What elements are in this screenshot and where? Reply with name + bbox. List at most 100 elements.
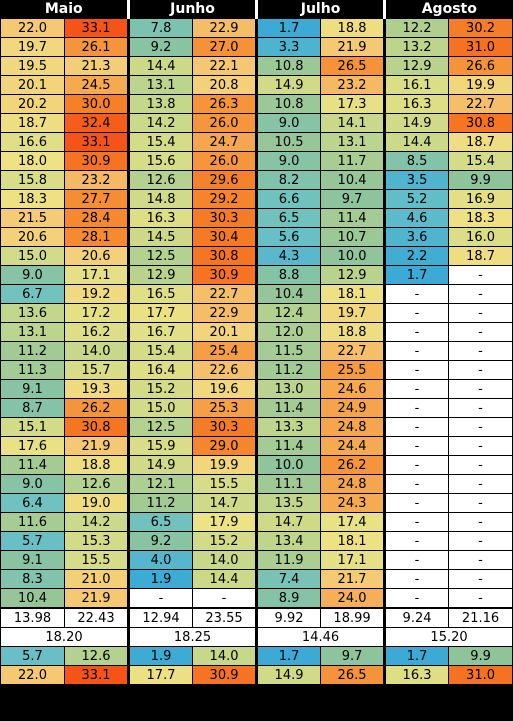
maximum-row: 22.0 33.1 17.7 30.9 14.9 26.5 16.3 31.0 [0,665,513,685]
temperature-cell: 11.2 [256,360,322,380]
temperature-cell: 13.2 [384,37,450,57]
temperature-cell: 14.4 [192,569,259,589]
temperature-cell: 6.5 [256,208,322,228]
temperature-cell: 15.4 [448,151,513,171]
temperature-cell: 6.5 [128,512,194,532]
temperature-cell: 26.3 [192,94,259,114]
temperature-cell: 14.9 [128,455,194,475]
temperature-cell: 9.0 [256,113,322,133]
temperature-cell: 9.1 [0,550,65,570]
temperature-cell: 21.9 [320,37,387,57]
table-row: 20.6 28.1 14.5 30.4 5.6 10.7 3.6 16.0 [0,227,513,247]
temperature-cell: 22.7 [192,284,259,304]
temperature-cell: 26.5 [320,56,387,76]
temperature-cell: - [384,417,450,437]
temperature-cell: 18.3 [0,189,65,209]
minimum-cell: 9.7 [320,646,387,666]
temperature-cell: 13.3 [256,417,322,437]
temperature-cell: 12.1 [128,474,194,494]
temperature-cell: - [448,436,513,456]
temperature-cell: 30.3 [192,417,259,437]
temperature-cell: 26.0 [192,113,259,133]
temperature-cell: 22.7 [320,341,387,361]
temperature-cell: 20.8 [192,75,259,95]
minimum-cell: 1.9 [128,646,194,666]
temperature-cell: - [448,455,513,475]
table-row: 15.8 23.2 12.6 29.6 8.2 10.4 3.5 9.9 [0,170,513,190]
temperature-cell: 12.4 [256,303,322,323]
temperature-cell: 6.6 [256,189,322,209]
month-header: Maio [0,0,131,19]
temperature-cell: 20.6 [0,227,65,247]
maximum-cell: 17.7 [128,665,194,685]
temperature-cell: 2.2 [384,246,450,266]
temperature-cell: 10.4 [320,170,387,190]
temperature-cell: 8.8 [256,265,322,285]
temperature-cell: 22.9 [192,18,259,38]
temperature-cell: 11.4 [0,455,65,475]
temperature-cell: 24.4 [320,436,387,456]
temperature-cell: 30.8 [192,246,259,266]
temperature-cell: 1.7 [256,18,322,38]
temperature-cell: 30.2 [448,18,513,38]
temperature-cell: 26.0 [192,151,259,171]
maximum-cell: 31.0 [448,665,513,685]
temperature-cell: - [384,284,450,304]
temperature-cell: - [384,512,450,532]
temperature-cell: - [384,474,450,494]
temperature-cell: 19.7 [0,37,65,57]
temperature-cell: 24.0 [320,588,387,609]
table-row: 8.7 26.2 15.0 25.3 11.4 24.9- - [0,398,513,418]
temperature-cell: 11.1 [256,474,322,494]
table-row: 19.7 26.1 9.2 27.0 3.3 21.9 13.2 31.0 [0,37,513,57]
average-cell: 12.94 [128,607,194,628]
temperature-cell: 11.3 [0,360,65,380]
temperature-cell: 15.9 [128,436,194,456]
temperature-cell: 15.1 [0,417,65,437]
table-row: 9.0 12.6 12.1 15.5 11.1 24.8- - [0,474,513,494]
temperature-cell: 20.1 [192,322,259,342]
overall-average-row: 18.20 18.25 14.46 15.20 [0,627,513,647]
table-row: 8.3 21.0 1.9 14.4 7.4 21.7- - [0,569,513,589]
temperature-cell: 10.5 [256,132,322,152]
temperature-table: Maio Junho Julho Agosto 22.0 33.1 7.8 22.9 1… [0,0,513,685]
table-body: 22.0 33.1 7.8 22.9 1.7 18.8 12.2 30.2 19.7 26.1 9.… [0,18,513,685]
average-cell: 9.92 [256,607,322,628]
overall-average-cell: 15.20 [384,627,513,647]
temperature-cell: 13.5 [256,493,322,513]
temperature-cell: 10.8 [256,94,322,114]
temperature-cell: 3.6 [384,227,450,247]
temperature-cell: 21.5 [0,208,65,228]
temperature-cell: 14.5 [128,227,194,247]
maximum-cell: 33.1 [63,665,131,685]
temperature-cell: 18.0 [0,151,65,171]
temperature-cell: - [448,322,513,342]
temperature-cell: 25.4 [192,341,259,361]
month-header: Julho [256,0,387,19]
temperature-cell: 11.5 [256,341,322,361]
temperature-cell: 9.0 [0,474,65,494]
temperature-cell: 17.9 [192,512,259,532]
temperature-cell: - [448,493,513,513]
temperature-cell: 12.5 [128,246,194,266]
temperature-cell: 24.7 [192,132,259,152]
temperature-cell: 28.1 [63,227,131,247]
temperature-cell: 16.1 [384,75,450,95]
temperature-cell: - [448,284,513,304]
temperature-cell: 30.9 [192,265,259,285]
temperature-cell: 22.6 [192,360,259,380]
table-row: 11.2 14.0 15.4 25.4 11.5 22.7- - [0,341,513,361]
temperature-cell: 11.7 [320,151,387,171]
overall-average-cell: 18.20 [0,627,131,647]
temperature-cell: 26.1 [63,37,131,57]
temperature-cell: - [384,493,450,513]
temperature-cell: 19.2 [63,284,131,304]
header-row: Maio Junho Julho Agosto [0,0,513,19]
minimum-cell: 9.9 [448,646,513,666]
temperature-cell: - [384,379,450,399]
temperature-cell: 8.9 [256,588,322,609]
temperature-cell: 16.5 [128,284,194,304]
temperature-cell: 1.9 [128,569,194,589]
average-cell: 22.43 [63,607,131,628]
temperature-cell: 19.3 [63,379,131,399]
